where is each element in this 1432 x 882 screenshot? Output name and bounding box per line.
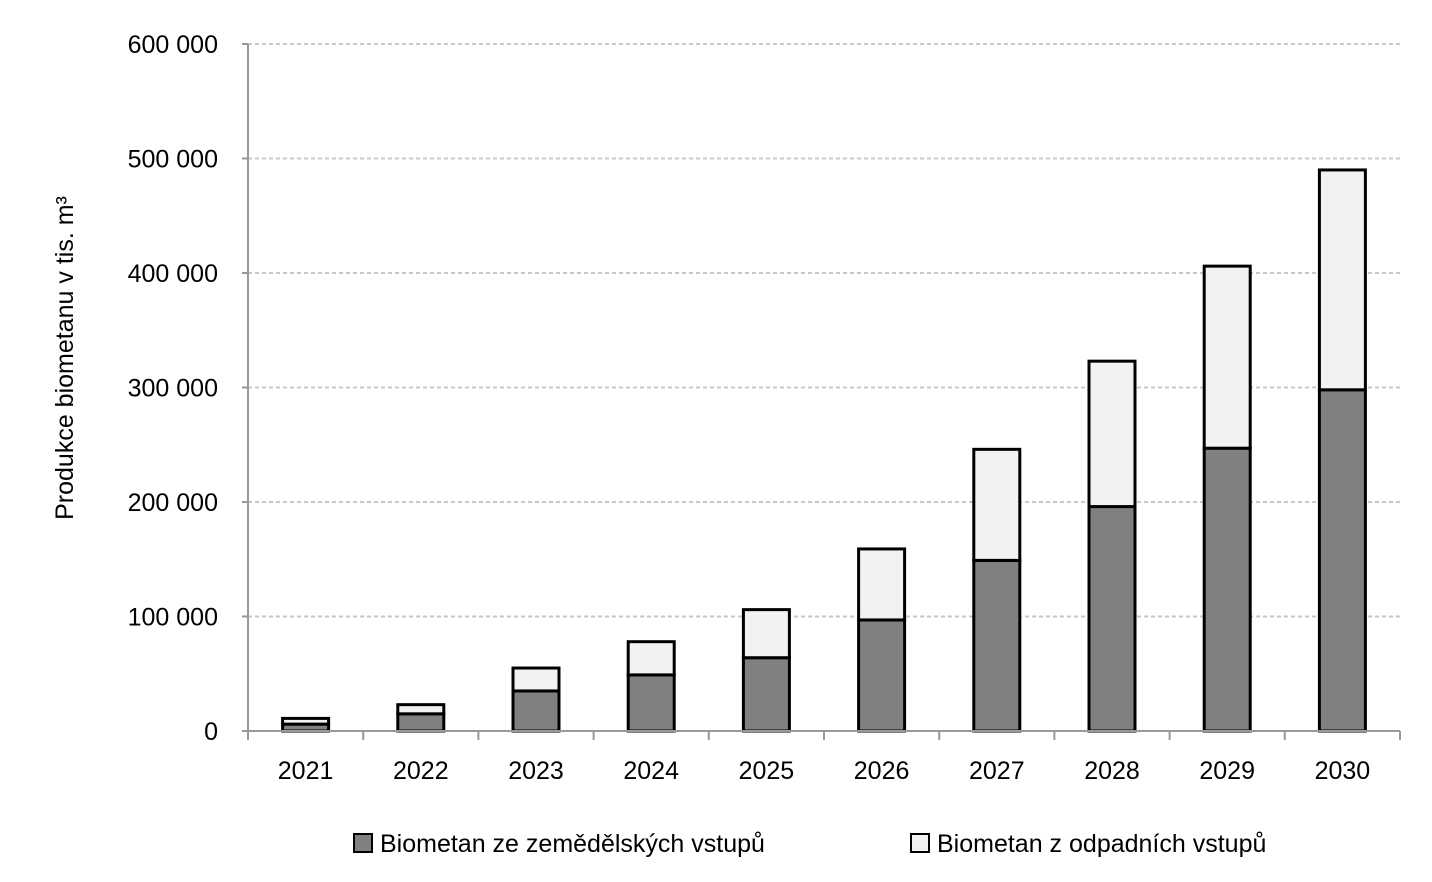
x-tick-label: 2024 (623, 757, 679, 785)
x-tick-label: 2027 (969, 757, 1025, 785)
legend-item-waste: Biometan z odpadních vstupů (910, 830, 1266, 858)
bar-segment-agricultural-2025 (741, 656, 791, 733)
bar-segment-waste-2027 (972, 447, 1022, 562)
bar-segment-agricultural-2028 (1087, 505, 1137, 733)
bar-segment-waste-2028 (1087, 359, 1137, 509)
bar-segment-agricultural-2022 (396, 712, 446, 733)
y-tick-label: 0 (204, 718, 218, 746)
x-tick-label: 2028 (1084, 757, 1140, 785)
y-tick-label: 200 000 (128, 489, 218, 517)
legend-item-agricultural: Biometan ze zemědělských vstupů (353, 830, 765, 858)
y-tick-label: 600 000 (128, 31, 218, 59)
x-tick-label: 2026 (854, 757, 910, 785)
x-tick-label: 2029 (1199, 757, 1255, 785)
y-tick-labels: 0 100 000 200 000 300 000 400 000 500 000 600 … (128, 31, 218, 746)
bar-segment-waste-2030 (1317, 168, 1367, 392)
axes (242, 43, 1401, 740)
bar-segment-waste-2021 (281, 716, 331, 726)
legend-swatch (353, 833, 373, 853)
bar-segment-waste-2023 (511, 666, 561, 693)
y-tick-label: 300 000 (128, 375, 218, 403)
bar-segment-waste-2029 (1202, 264, 1252, 450)
x-tick-label: 2021 (278, 757, 334, 785)
bar-segment-waste-2025 (741, 608, 791, 660)
y-tick-label: 500 000 (128, 146, 218, 174)
y-axis-title: Produkce biometanu v tis. m³ (51, 196, 79, 520)
x-tick-label: 2023 (508, 757, 564, 785)
legend-label: Biometan ze zemědělských vstupů (380, 830, 765, 858)
legend: Biometan ze zemědělských vstupů Biometan … (353, 830, 1266, 858)
x-tick-label: 2025 (739, 757, 795, 785)
bar-segment-agricultural-2024 (626, 673, 676, 733)
bar-segment-waste-2022 (396, 703, 446, 716)
bars (281, 168, 1367, 733)
bar-segment-waste-2024 (626, 640, 676, 677)
y-tick-label: 400 000 (128, 260, 218, 288)
x-tick-labels: 2021 2022 2023 2024 2025 2026 2027 2028 2029 2030 (278, 757, 1370, 785)
bar-segment-waste-2026 (857, 547, 907, 622)
bar-segment-agricultural-2029 (1202, 446, 1252, 733)
x-tick-label: 2030 (1315, 757, 1371, 785)
legend-swatch (910, 833, 930, 853)
bar-segment-agricultural-2023 (511, 689, 561, 733)
y-tick-label: 100 000 (128, 604, 218, 632)
bar-segment-agricultural-2026 (857, 618, 907, 733)
bar-segment-agricultural-2027 (972, 558, 1022, 733)
legend-label: Biometan z odpadních vstupů (937, 830, 1266, 858)
bar-segment-agricultural-2030 (1317, 388, 1367, 733)
x-tick-label: 2022 (393, 757, 449, 785)
